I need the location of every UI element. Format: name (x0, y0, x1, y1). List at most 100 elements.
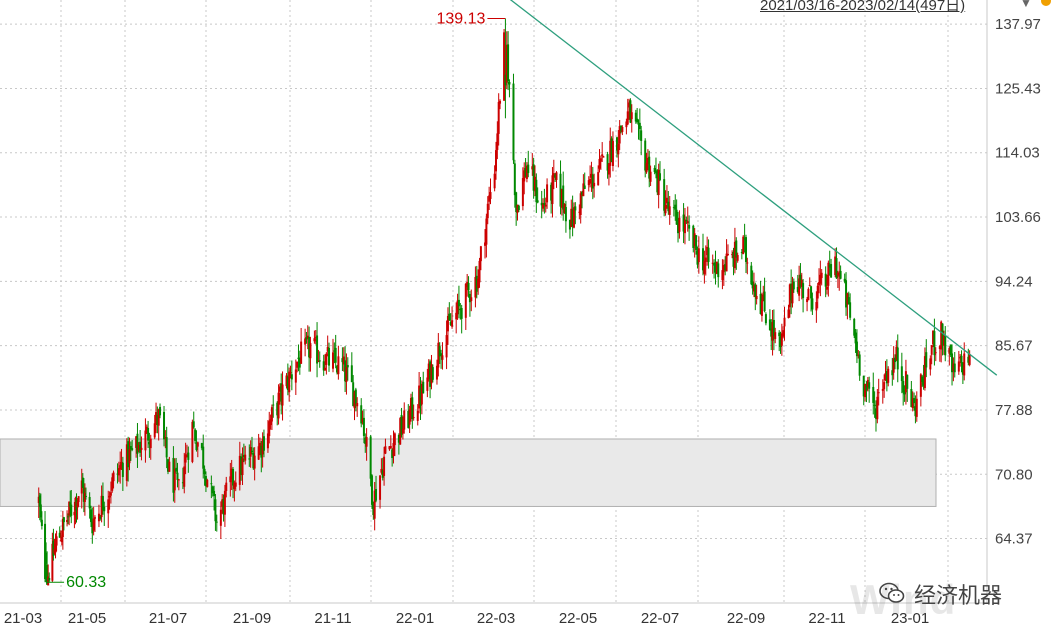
candle-body (599, 158, 602, 162)
y-tick-label: 64.37 (995, 530, 1033, 547)
candle-body (820, 272, 823, 279)
candle-body (127, 441, 130, 468)
candle-body (393, 433, 396, 446)
candle-body (196, 442, 199, 447)
candle-body (587, 180, 590, 186)
candle-body (706, 246, 709, 256)
candle-body (44, 523, 47, 579)
candle-body (391, 449, 394, 459)
candle-body (667, 201, 670, 212)
candle-body (934, 352, 937, 354)
candle-body (100, 495, 103, 518)
candle-body (140, 447, 143, 450)
candle-body (938, 346, 941, 350)
candle-body (184, 454, 187, 463)
candle-body (277, 392, 280, 419)
candle-body (322, 361, 325, 371)
candle-body (345, 366, 348, 382)
candle-body (309, 343, 312, 359)
candle-body (99, 516, 102, 519)
candle-body (560, 189, 563, 208)
y-tick-label: 94.24 (995, 273, 1033, 290)
y-tick-label: 125.43 (995, 80, 1041, 97)
chevron-down-icon[interactable]: ▼ (1020, 0, 1032, 10)
candle-body (437, 342, 440, 368)
candle-body (531, 166, 534, 170)
candle-body (811, 298, 814, 310)
candle-body (392, 443, 395, 457)
candle-body (881, 388, 884, 391)
candle-body (535, 179, 538, 203)
candle-body (764, 314, 767, 324)
candle-body (45, 553, 48, 564)
candle-body (732, 251, 735, 267)
candle-body (253, 455, 256, 469)
candle-body (466, 281, 469, 288)
candle-body (892, 358, 895, 373)
candle-body (618, 126, 621, 144)
candle-body (215, 521, 218, 523)
candle-body (725, 253, 728, 272)
candle-body (620, 125, 623, 131)
candle-body (285, 375, 288, 387)
candle-body (682, 214, 685, 232)
candle-body (638, 122, 641, 130)
candle-body (203, 468, 206, 475)
candle-body (736, 255, 739, 261)
candle-body (353, 392, 356, 409)
candle-body (244, 454, 247, 461)
candle-body (445, 335, 448, 358)
x-tick-label: 21-03 (4, 610, 42, 627)
candle-body (648, 156, 651, 179)
candle-body (778, 332, 781, 337)
candle-body (779, 336, 782, 348)
candle-body (921, 376, 924, 382)
candle-body (601, 154, 604, 157)
candle-body (185, 455, 188, 457)
candle-body (68, 501, 71, 516)
candle-body (187, 452, 190, 460)
candle-body (923, 356, 926, 389)
candle-body (223, 490, 226, 515)
candle-body (788, 284, 791, 308)
x-tick-label: 23-01 (891, 610, 929, 627)
candle-body (562, 185, 565, 210)
candle-body (692, 225, 695, 248)
y-tick-label: 137.97 (995, 16, 1041, 33)
candle-body (696, 250, 699, 265)
candle-body (221, 499, 224, 507)
candle-body (375, 489, 378, 501)
candle-body (564, 207, 567, 222)
candle-body (240, 456, 243, 475)
candle-body (156, 415, 159, 426)
candle-body (546, 184, 549, 203)
candle-body (360, 405, 363, 424)
candle-body (82, 487, 85, 502)
candle-body (853, 318, 856, 336)
settings-dot-icon[interactable] (1041, 0, 1051, 6)
candle-body (903, 390, 906, 395)
candle-body (74, 497, 77, 511)
candle-body (722, 265, 725, 273)
candle-body (125, 444, 128, 481)
candle-body (902, 380, 905, 393)
candle-body (862, 375, 865, 397)
candle-body (176, 472, 179, 480)
candle-body (872, 386, 875, 403)
candle-body (959, 356, 962, 359)
candle-body (430, 363, 433, 384)
candle-body (475, 275, 478, 292)
candle-body (637, 123, 640, 125)
candle-body (294, 369, 297, 383)
date-range-label[interactable]: 2021/03/16-2023/02/14(497日) (760, 0, 966, 14)
candle-body (876, 396, 879, 420)
candle-body (478, 260, 481, 283)
candle-body (62, 517, 65, 523)
candle-body (167, 459, 169, 472)
candle-body (67, 516, 70, 518)
candle-body (165, 437, 168, 458)
candle-body (48, 578, 51, 581)
candle-body (808, 285, 811, 287)
candle-body (968, 354, 971, 365)
